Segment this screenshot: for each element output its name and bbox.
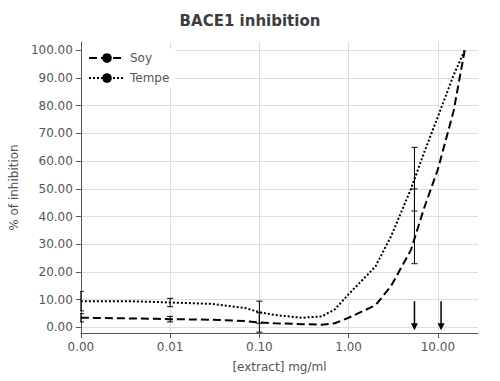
svg-text:50.00: 50.00 bbox=[39, 182, 73, 196]
svg-text:0.01: 0.01 bbox=[157, 340, 184, 354]
svg-text:10.00: 10.00 bbox=[39, 293, 73, 307]
svg-text:30.00: 30.00 bbox=[39, 237, 73, 251]
svg-text:[extract] mg/ml: [extract] mg/ml bbox=[232, 360, 326, 374]
svg-text:60.00: 60.00 bbox=[39, 154, 73, 168]
svg-text:0.00: 0.00 bbox=[68, 340, 95, 354]
svg-text:Tempe: Tempe bbox=[129, 71, 169, 85]
svg-text:20.00: 20.00 bbox=[39, 265, 73, 279]
svg-text:0.10: 0.10 bbox=[246, 340, 273, 354]
svg-text:1.00: 1.00 bbox=[335, 340, 362, 354]
svg-text:10.00: 10.00 bbox=[421, 340, 455, 354]
svg-text:80.00: 80.00 bbox=[39, 99, 73, 113]
svg-text:90.00: 90.00 bbox=[39, 71, 73, 85]
svg-text:70.00: 70.00 bbox=[39, 126, 73, 140]
svg-text:0.00: 0.00 bbox=[46, 320, 73, 334]
svg-text:Soy: Soy bbox=[130, 51, 152, 65]
svg-text:BACE1 inhibition: BACE1 inhibition bbox=[180, 12, 321, 30]
svg-text:100.00: 100.00 bbox=[31, 43, 73, 57]
svg-text:40.00: 40.00 bbox=[39, 210, 73, 224]
svg-text:% of inhibition: % of inhibition bbox=[7, 144, 21, 230]
